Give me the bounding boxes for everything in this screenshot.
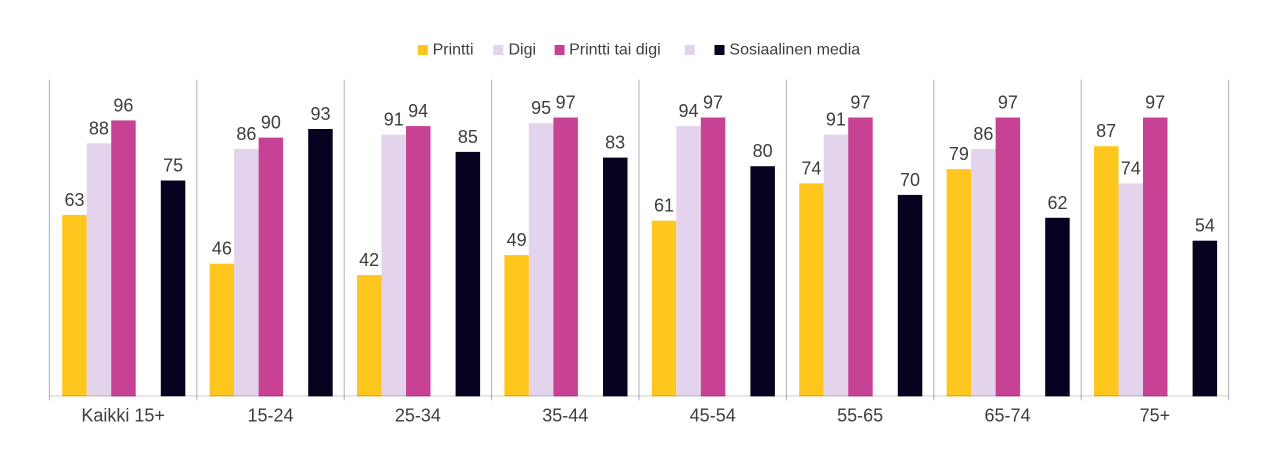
svg-text:91: 91	[384, 110, 404, 130]
svg-text:75+: 75+	[1140, 405, 1171, 425]
svg-text:15-24: 15-24	[247, 405, 293, 425]
svg-text:97: 97	[556, 93, 576, 113]
svg-text:25-34: 25-34	[395, 405, 441, 425]
svg-text:61: 61	[654, 196, 674, 216]
svg-text:49: 49	[507, 230, 527, 250]
svg-text:54: 54	[1195, 216, 1215, 236]
svg-text:88: 88	[89, 118, 109, 138]
svg-text:79: 79	[949, 144, 969, 164]
svg-text:70: 70	[900, 170, 920, 190]
svg-text:95: 95	[531, 98, 551, 118]
svg-text:96: 96	[113, 95, 133, 115]
svg-text:83: 83	[605, 133, 625, 153]
svg-text:Digi: Digi	[509, 41, 537, 58]
svg-text:63: 63	[64, 190, 84, 210]
svg-text:Printti tai digi: Printti tai digi	[569, 41, 661, 58]
svg-text:91: 91	[826, 110, 846, 130]
svg-text:97: 97	[998, 93, 1018, 113]
svg-text:97: 97	[703, 93, 723, 113]
svg-text:42: 42	[359, 250, 379, 270]
svg-text:86: 86	[236, 124, 256, 144]
svg-text:80: 80	[753, 141, 773, 161]
svg-text:65-74: 65-74	[984, 405, 1030, 425]
svg-text:74: 74	[1121, 158, 1141, 178]
svg-text:90: 90	[261, 113, 281, 133]
svg-text:94: 94	[408, 101, 428, 121]
svg-text:85: 85	[458, 127, 478, 147]
svg-text:Printti: Printti	[433, 41, 474, 58]
svg-text:35-44: 35-44	[542, 405, 588, 425]
svg-text:93: 93	[310, 104, 330, 124]
svg-text:94: 94	[678, 101, 698, 121]
svg-text:75: 75	[163, 156, 183, 176]
svg-text:86: 86	[973, 124, 993, 144]
svg-text:46: 46	[212, 239, 232, 259]
svg-text:74: 74	[801, 158, 821, 178]
svg-text:97: 97	[850, 93, 870, 113]
svg-text:87: 87	[1096, 121, 1116, 141]
svg-text:Kaikki 15+: Kaikki 15+	[81, 405, 165, 425]
svg-text:45-54: 45-54	[690, 405, 736, 425]
svg-text:55-65: 55-65	[837, 405, 883, 425]
svg-text:Sosiaalinen media: Sosiaalinen media	[729, 41, 860, 58]
svg-text:62: 62	[1047, 193, 1067, 213]
svg-text:97: 97	[1145, 93, 1165, 113]
